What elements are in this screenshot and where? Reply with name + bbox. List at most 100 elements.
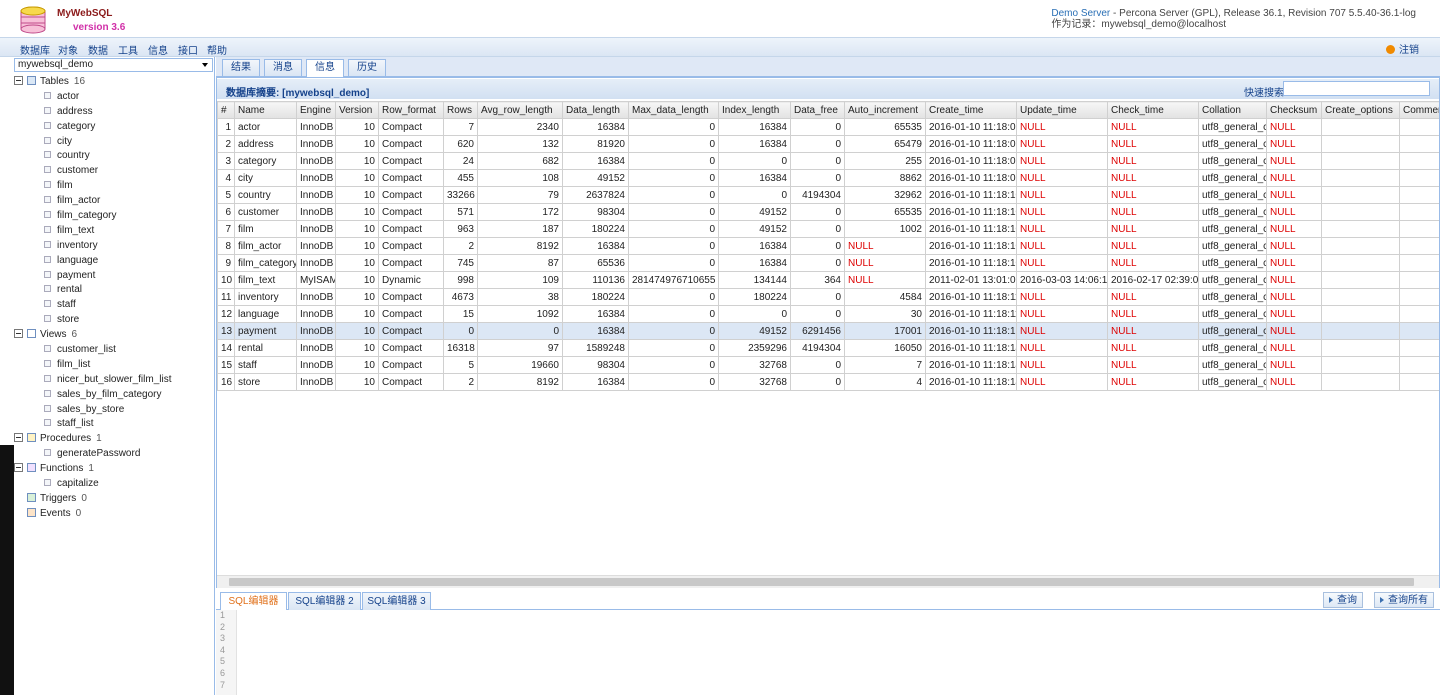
column-header[interactable]: Auto_increment xyxy=(844,101,926,119)
column-header[interactable]: Name xyxy=(234,101,297,119)
tree-item[interactable]: film_list xyxy=(14,358,172,373)
item-label[interactable]: address xyxy=(57,105,93,117)
search-input[interactable] xyxy=(1283,81,1430,96)
column-header[interactable]: Row_format xyxy=(378,101,444,119)
item-label[interactable]: inventory xyxy=(57,239,98,251)
tree-group[interactable]: Tables 16 xyxy=(14,75,172,90)
item-label[interactable]: city xyxy=(57,135,72,147)
item-label[interactable]: customer_list xyxy=(57,344,116,356)
table-row[interactable]: 4 city InnoDB 10 Compact 455 108 49152 0 16384 0 88… xyxy=(217,169,1439,187)
tree-item[interactable]: country xyxy=(14,149,172,164)
tree-item[interactable]: language xyxy=(14,254,172,269)
menu-item[interactable]: 对象 xyxy=(58,46,78,57)
column-header[interactable]: # xyxy=(217,101,235,119)
tree-item[interactable]: capitalize xyxy=(14,477,172,492)
database-name[interactable]: mywebsql_demo xyxy=(18,59,94,70)
column-header[interactable]: Avg_row_length xyxy=(477,101,563,119)
table-row[interactable]: 5 country InnoDB 10 Compact 33266 79 2637824 0 0 4… xyxy=(217,186,1439,204)
table-row[interactable]: 13 payment InnoDB 10 Compact 0 0 16384 0 49152 629… xyxy=(217,322,1439,340)
group-label[interactable]: Functions xyxy=(40,463,84,475)
item-label[interactable]: store xyxy=(57,314,80,326)
item-label[interactable]: language xyxy=(57,254,99,266)
tree-item[interactable]: generatePassword xyxy=(14,447,172,462)
item-label[interactable]: capitalize xyxy=(57,478,99,490)
column-header[interactable]: Data_free xyxy=(790,101,845,119)
run-button[interactable]: 查询所有 xyxy=(1374,592,1434,608)
scrollbar[interactable] xyxy=(217,575,1439,588)
column-header[interactable]: Max_data_length xyxy=(628,101,719,119)
column-header[interactable]: Version xyxy=(335,101,379,119)
table-row[interactable]: 7 film InnoDB 10 Compact 963 187 180224 0 49152 0 1… xyxy=(217,220,1439,238)
item-label[interactable]: nicer_but_slower_film_list xyxy=(57,373,172,385)
column-header[interactable]: Index_length xyxy=(718,101,791,119)
table-row[interactable]: 3 category InnoDB 10 Compact 24 682 16384 0 0 0 255… xyxy=(217,152,1439,170)
column-header[interactable]: Create_time xyxy=(925,101,1017,119)
tree-group[interactable]: Functions 1 xyxy=(14,462,172,477)
tree-item[interactable]: staff_list xyxy=(14,417,172,432)
item-label[interactable]: staff xyxy=(57,299,76,311)
tab[interactable]: 消息 xyxy=(264,59,302,76)
item-label[interactable]: country xyxy=(57,150,90,162)
item-label[interactable]: sales_by_film_category xyxy=(57,388,162,400)
tree-item[interactable]: sales_by_store xyxy=(14,403,172,418)
server-name[interactable]: Demo Server xyxy=(1051,8,1111,19)
group-label[interactable]: Events xyxy=(40,507,71,519)
menu-item[interactable]: 帮助 xyxy=(207,46,227,57)
item-label[interactable]: rental xyxy=(57,284,83,296)
button-label[interactable]: 查询所有 xyxy=(1388,595,1428,606)
table-row[interactable]: 11 inventory InnoDB 10 Compact 4673 38 180224 0 1… xyxy=(217,288,1439,306)
table-row[interactable]: 6 customer InnoDB 10 Compact 571 172 98304 0 4915… xyxy=(217,203,1439,221)
tree-item[interactable]: staff xyxy=(14,298,172,313)
tree-item[interactable]: inventory xyxy=(14,239,172,254)
group-label[interactable]: Procedures xyxy=(40,433,92,445)
table-row[interactable]: 1 actor InnoDB 10 Compact 7 2340 16384 0 16384 0 65… xyxy=(217,118,1439,136)
tree-item[interactable]: film_category xyxy=(14,209,172,224)
tab[interactable]: 历史 xyxy=(348,59,386,76)
tree-item[interactable]: rental xyxy=(14,283,172,298)
button-label[interactable]: 查询 xyxy=(1337,595,1357,606)
item-label[interactable]: customer xyxy=(57,165,99,177)
tree-item[interactable]: actor xyxy=(14,90,172,105)
item-label[interactable]: category xyxy=(57,120,96,132)
menu-item[interactable]: 信息 xyxy=(148,46,168,57)
item-label[interactable]: film xyxy=(57,180,73,192)
tree-item[interactable]: payment xyxy=(14,269,172,284)
tree-item[interactable]: film xyxy=(14,179,172,194)
menu-item[interactable]: 工具 xyxy=(118,46,138,57)
tree-item[interactable]: film_actor xyxy=(14,194,172,209)
menu-item[interactable]: 接口 xyxy=(178,46,198,57)
table-row[interactable]: 14 rental InnoDB 10 Compact 16318 97 1589248 0 23… xyxy=(217,339,1439,357)
table-row[interactable]: 16 store InnoDB 10 Compact 2 8192 16384 0 32768 0 4… xyxy=(217,373,1439,391)
tab[interactable]: 结果 xyxy=(222,59,260,76)
item-label[interactable]: staff_list xyxy=(57,418,94,430)
item-label[interactable]: film_list xyxy=(57,358,91,370)
tree-item[interactable]: address xyxy=(14,105,172,120)
tree-item[interactable]: customer xyxy=(14,164,172,179)
tab[interactable]: 信息 xyxy=(306,59,344,77)
column-header[interactable]: Rows xyxy=(443,101,478,119)
item-label[interactable]: film_actor xyxy=(57,195,101,207)
column-header[interactable]: Check_time xyxy=(1107,101,1199,119)
tree-item[interactable]: category xyxy=(14,120,172,135)
item-label[interactable]: actor xyxy=(57,90,80,102)
run-button[interactable]: 查询 xyxy=(1323,592,1363,608)
group-label[interactable]: Views xyxy=(40,329,67,341)
editor-tab[interactable]: SQL编辑器 3 xyxy=(362,592,431,610)
tree-item[interactable]: customer_list xyxy=(14,343,172,358)
tree-group[interactable]: Triggers 0 xyxy=(14,492,172,507)
tree-item[interactable]: nicer_but_slower_film_list xyxy=(14,373,172,388)
tree-group[interactable]: Events 0 xyxy=(14,507,172,522)
column-header[interactable]: Engine xyxy=(296,101,336,119)
table-row[interactable]: 9 film_category InnoDB 10 Compact 745 87 65536 0… xyxy=(217,254,1439,272)
item-label[interactable]: generatePassword xyxy=(57,448,141,460)
item-label[interactable]: film_category xyxy=(57,210,117,222)
column-header[interactable]: Collation xyxy=(1198,101,1267,119)
tree-group[interactable]: Procedures 1 xyxy=(14,432,172,447)
item-label[interactable]: film_text xyxy=(57,224,95,236)
table-row[interactable]: 2 address InnoDB 10 Compact 620 132 81920 0 16384… xyxy=(217,135,1439,153)
menu-item[interactable]: 数据库 xyxy=(20,46,50,57)
tree-item[interactable]: sales_by_film_category xyxy=(14,388,172,403)
column-header[interactable]: Comment xyxy=(1399,101,1439,119)
column-header[interactable]: Data_length xyxy=(562,101,629,119)
column-header[interactable]: Create_options xyxy=(1321,101,1400,119)
